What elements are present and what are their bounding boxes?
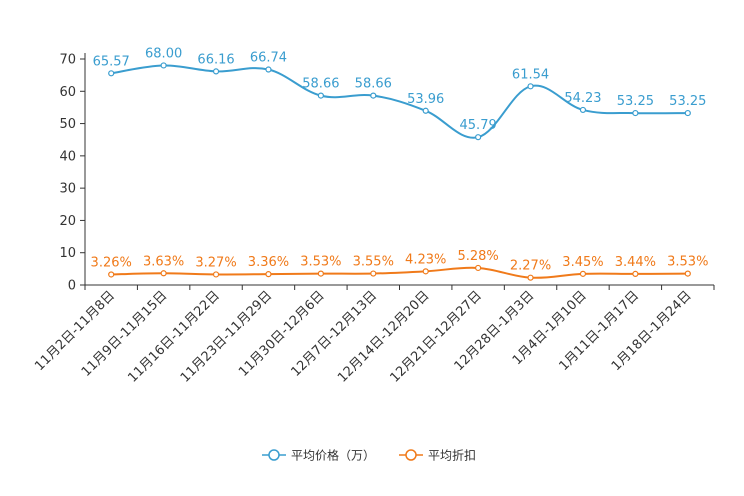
data-point[interactable] [684,270,691,277]
data-point[interactable] [684,109,691,117]
data-point[interactable] [475,134,482,141]
legend-label: 平均折扣 [428,448,476,463]
data-label: 3.26% [91,255,132,270]
legend-label: 平均价格（万） [291,448,375,463]
y-tick-label: 70 [59,53,76,68]
data-point[interactable] [212,271,220,278]
data-label: 3.27% [195,255,236,270]
data-label: 65.57 [93,54,130,69]
y-tick-label: 40 [59,149,76,164]
y-tick-label: 30 [59,182,76,197]
data-point[interactable] [632,270,639,277]
data-label: 58.66 [302,77,339,92]
y-tick-label: 50 [59,117,76,132]
chart-axes: 01020304050607011月2日-11月8日11月9日-11月15日11… [32,53,715,386]
chart-series: 65.57 68.00 66.16 66.74 58.66 58.66 53.96 45.79… [91,46,708,281]
data-point[interactable] [422,268,429,275]
data-label: 2.27% [510,259,551,274]
x-tick-label: 12月14日-12月20日 [335,288,432,385]
data-point[interactable] [160,270,167,277]
data-label: 53.25 [617,94,654,109]
data-label: 3.63% [143,254,184,269]
data-label: 3.44% [615,255,656,270]
data-point[interactable] [579,270,587,277]
data-label: 66.16 [197,52,234,67]
x-tick-label: 11月16日-11月22日 [125,288,222,385]
data-point[interactable] [317,270,324,277]
y-tick-label: 0 [68,279,76,294]
series-0: 65.57 68.00 66.16 66.74 58.66 58.66 53.96 45.79… [93,46,706,141]
data-label: 54.23 [564,91,601,106]
y-tick-label: 10 [59,246,76,261]
data-label: 3.53% [300,255,341,270]
x-tick-label: 12月21日-12月27日 [387,288,484,385]
legend-marker-icon [268,449,280,461]
series-1: 3.26% 3.63% 3.27% 3.36% 3.53% 3.55% 4.23% 5.28%… [91,249,708,281]
data-point[interactable] [475,264,482,272]
data-point[interactable] [370,92,377,99]
data-point[interactable] [317,92,324,99]
data-point[interactable] [527,83,534,90]
data-point[interactable] [265,271,272,278]
data-label: 66.74 [250,51,287,66]
data-label: 61.54 [512,67,549,82]
data-label: 53.25 [669,94,706,109]
x-tick-label: 11月23日-11月29日 [178,288,275,385]
data-point[interactable] [527,274,534,281]
data-label: 53.96 [407,92,444,107]
data-point[interactable] [108,271,115,278]
data-label: 5.28% [457,249,498,264]
data-point[interactable] [108,70,115,77]
data-label: 45.79 [460,118,497,133]
data-point[interactable] [579,106,587,114]
data-point[interactable] [160,62,167,69]
data-label: 4.23% [405,252,446,267]
legend-item-0[interactable]: 平均价格（万） [262,448,375,463]
series-line [110,266,689,279]
y-tick-label: 20 [59,214,76,229]
legend-item-1[interactable]: 平均折扣 [399,448,476,463]
data-label: 3.55% [353,255,394,270]
data-label: 3.53% [667,255,708,270]
data-point[interactable] [422,107,429,114]
data-point[interactable] [370,270,377,277]
y-tick-label: 60 [59,85,76,100]
data-point[interactable] [212,68,220,75]
data-point[interactable] [265,66,272,73]
data-label: 3.45% [562,255,603,270]
data-label: 68.00 [145,46,182,61]
chart-legend[interactable]: 平均价格（万） 平均折扣 [262,448,476,463]
data-point[interactable] [632,109,639,117]
legend-marker-icon [405,449,417,461]
data-label: 58.66 [355,77,392,92]
data-label: 3.36% [248,255,289,270]
